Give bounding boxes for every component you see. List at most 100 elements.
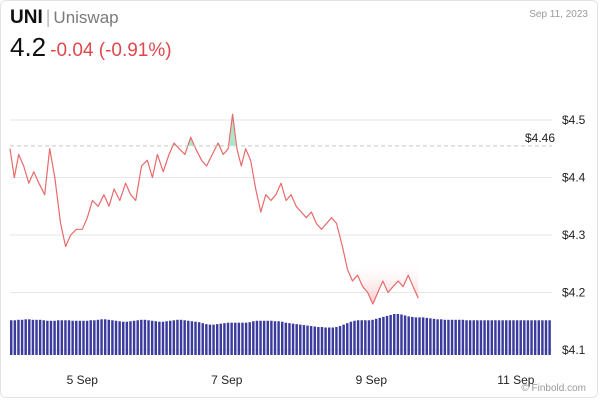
volume-bar xyxy=(147,320,150,355)
volume-bar xyxy=(226,322,230,355)
volume-bar xyxy=(270,320,273,355)
volume-bar xyxy=(447,319,450,355)
volume-bar xyxy=(53,320,56,355)
volume-bar xyxy=(136,320,139,355)
volume-bar xyxy=(140,319,143,355)
volume-bar xyxy=(28,319,31,355)
volume-bar xyxy=(262,320,266,355)
volume-bar xyxy=(122,321,125,355)
current-value-line: $4.46 xyxy=(10,131,555,147)
volume-bar xyxy=(523,320,526,355)
volume-bar xyxy=(548,320,551,355)
volume-bar xyxy=(241,322,244,355)
volume-bar xyxy=(82,320,85,355)
volume-bar xyxy=(118,321,121,355)
volume-bar xyxy=(324,327,327,355)
volume-bar xyxy=(302,325,306,355)
volume-bar xyxy=(205,324,208,355)
volume-bar xyxy=(179,319,183,355)
volume-bar xyxy=(100,319,103,355)
volume-bar xyxy=(360,320,363,355)
volume-bar xyxy=(277,321,280,355)
volume-bar xyxy=(56,320,60,355)
x-tick-label: 11 Sep xyxy=(497,373,534,387)
price-row: 4.2 -0.04 (-0.91%) xyxy=(10,32,172,63)
volume-bar xyxy=(288,323,291,355)
volume-bar xyxy=(421,317,425,355)
volume-bar xyxy=(143,319,147,355)
volume-bar xyxy=(472,320,475,355)
volume-bar xyxy=(327,327,331,355)
volume-bar xyxy=(150,320,154,355)
volume-bar xyxy=(17,319,20,355)
volume-bar xyxy=(103,319,107,355)
chart-header: UNI | Uniswap xyxy=(10,7,119,29)
x-tick-label: 5 Sep xyxy=(67,373,99,387)
price-change: -0.04 (-0.91%) xyxy=(50,40,172,61)
volume-bar xyxy=(320,327,324,355)
volume-bar xyxy=(295,324,298,355)
volume-bar xyxy=(450,319,454,355)
y-tick-label: $4.4 xyxy=(562,171,586,185)
volume-bar xyxy=(418,317,421,355)
volume-bar xyxy=(476,320,479,355)
volume-bars xyxy=(10,314,551,355)
volume-bar xyxy=(436,319,439,355)
volume-bar xyxy=(284,322,288,355)
volume-bar xyxy=(24,319,27,355)
volume-bar xyxy=(111,320,114,355)
volume-bar xyxy=(259,320,262,355)
volume-bar xyxy=(93,320,96,355)
volume-bar xyxy=(364,320,367,355)
volume-bar xyxy=(46,320,49,355)
volume-bar xyxy=(125,321,129,355)
volume-bar xyxy=(479,320,483,355)
volume-bar xyxy=(114,320,118,355)
volume-bar xyxy=(64,320,67,355)
volume-bar xyxy=(494,320,497,355)
volume-bar xyxy=(60,320,64,355)
y-tick-label: $4.5 xyxy=(562,113,586,127)
volume-bar xyxy=(35,319,38,355)
volume-bar xyxy=(165,321,168,355)
volume-bar xyxy=(356,320,360,355)
volume-bar xyxy=(374,318,378,355)
volume-bar xyxy=(273,321,277,355)
volume-bar xyxy=(194,321,197,355)
volume-bar xyxy=(342,324,345,355)
volume-bar xyxy=(187,320,190,355)
volume-bar xyxy=(537,320,541,355)
volume-bar xyxy=(483,320,486,355)
volume-bar xyxy=(346,323,349,355)
volume-bar xyxy=(85,320,89,355)
volume-bar xyxy=(183,320,186,355)
volume-bar xyxy=(71,320,74,355)
volume-bar xyxy=(13,320,17,355)
volume-bar xyxy=(331,327,335,355)
volume-bar xyxy=(338,326,342,355)
volume-bar xyxy=(389,314,392,355)
volume-bar xyxy=(396,314,400,355)
volume-bar xyxy=(309,326,313,355)
volume-bar xyxy=(403,315,407,355)
y-tick-label: $4.3 xyxy=(562,228,586,242)
volume-bar xyxy=(252,321,255,355)
chart-date: Sep 11, 2023 xyxy=(529,9,588,20)
x-tick-label: 7 Sep xyxy=(211,373,243,387)
volume-bar xyxy=(501,320,504,355)
y-tick-label: $4.1 xyxy=(562,343,586,357)
volume-bar xyxy=(443,319,447,355)
volume-bar xyxy=(486,320,490,355)
volume-bar xyxy=(461,319,465,355)
volume-bar xyxy=(407,316,410,355)
volume-bar xyxy=(132,320,136,355)
volume-bar xyxy=(20,319,24,355)
volume-bar xyxy=(219,323,223,355)
volume-bar xyxy=(299,324,302,355)
volume-bar xyxy=(439,319,443,355)
volume-bar xyxy=(96,319,100,355)
volume-bar xyxy=(244,322,248,355)
low-fill xyxy=(352,260,419,304)
